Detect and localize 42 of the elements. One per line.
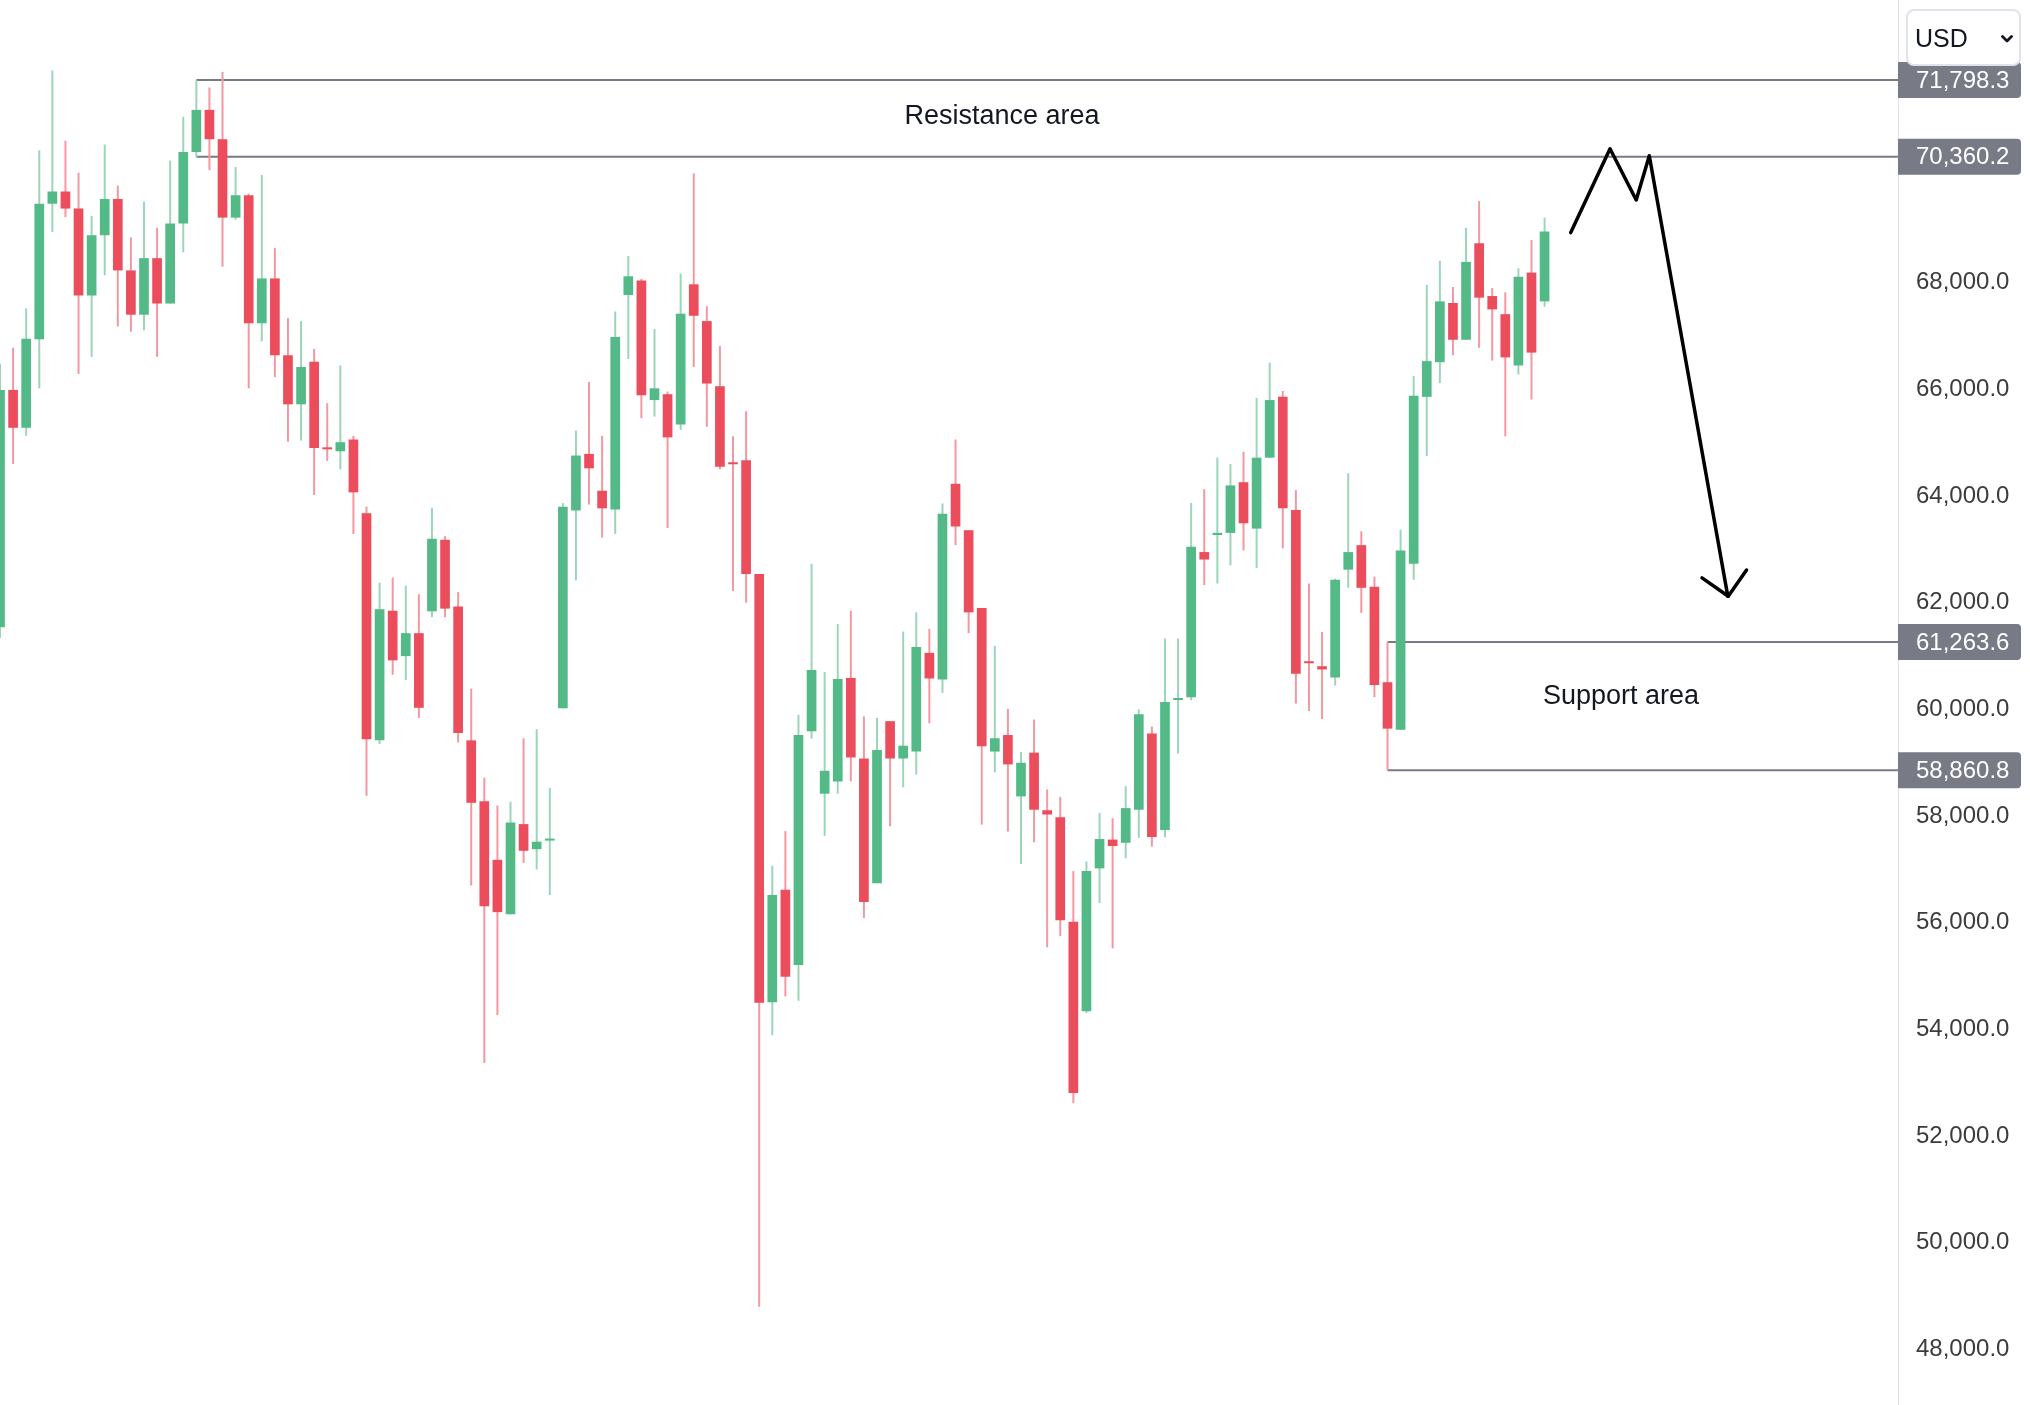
candlestick (597, 434, 607, 539)
y-tick-label: 62,000.0 (1916, 587, 2010, 615)
y-tick-label: 64,000.0 (1916, 480, 2010, 508)
currency-dropdown: USD (1906, 9, 2021, 66)
candlestick (230, 165, 241, 221)
candlestick (819, 671, 830, 837)
candlestick (623, 255, 634, 360)
candlestick (1199, 488, 1210, 587)
ref-line-label: 70,360.2 (1916, 142, 2010, 170)
candlestick (1212, 456, 1223, 585)
candlestick (989, 644, 1000, 774)
y-tick-label: 68,000.0 (1916, 267, 2010, 295)
ref-line-label: 71,798.3 (1916, 65, 2010, 93)
annotation: Resistance area (904, 100, 1101, 131)
y-tick-label: 56,000.0 (1916, 907, 2010, 935)
candlestick (649, 328, 660, 418)
y-tick-label: 54,000.0 (1916, 1014, 2010, 1042)
y-tick-label: 50,000.0 (1916, 1227, 2010, 1255)
candlestick (335, 364, 346, 471)
candlestick (47, 69, 58, 234)
candlestick (1173, 637, 1183, 755)
ref-line-label: 58,860.8 (1916, 755, 2010, 783)
candlestick (1304, 582, 1314, 713)
annotation: Support area (1542, 680, 1701, 711)
y-tick-label: 66,000.0 (1916, 374, 2010, 402)
candlestick (60, 139, 71, 219)
y-tick-label: 52,000.0 (1916, 1120, 2010, 1148)
candlestick (400, 584, 411, 682)
ref-line-label: 61,263.6 (1916, 627, 2010, 655)
y-tick-label: 58,000.0 (1916, 800, 2010, 828)
candlestick (544, 786, 555, 897)
candlestick (584, 380, 594, 506)
candlestick (1343, 472, 1354, 589)
y-tick-label: 60,000.0 (1916, 694, 2010, 722)
candlestick (1317, 631, 1327, 721)
candlestick (531, 728, 542, 871)
candlestick (322, 402, 333, 462)
candlestick (1042, 788, 1053, 949)
candlestick (728, 435, 738, 593)
y-tick-label: 48,000.0 (1916, 1334, 2010, 1362)
candlestick (898, 630, 909, 789)
candlestick (1487, 287, 1498, 362)
